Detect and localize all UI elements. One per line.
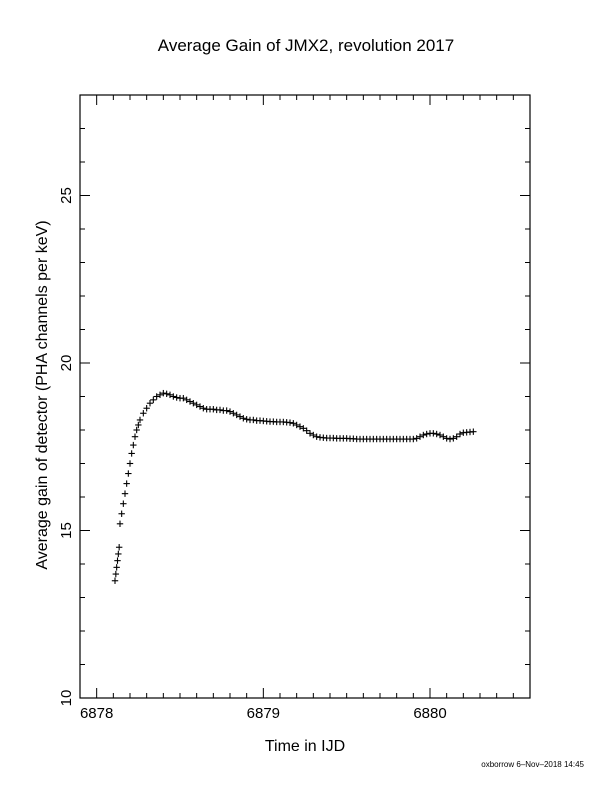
data-point xyxy=(128,450,135,457)
data-point xyxy=(112,570,120,578)
data-point xyxy=(190,400,197,407)
data-point xyxy=(450,435,457,442)
footer-stamp: oxborrow 6–Nov–2018 14:45 xyxy=(481,760,584,769)
data-point xyxy=(160,389,167,397)
data-point xyxy=(216,406,224,414)
data-point xyxy=(226,408,234,415)
data-point xyxy=(286,419,294,426)
data-point xyxy=(163,390,170,398)
data-point xyxy=(156,391,164,399)
data-point xyxy=(135,421,142,429)
data-point xyxy=(111,577,119,584)
data-point xyxy=(131,433,139,440)
data-point xyxy=(423,430,430,438)
data-point xyxy=(456,430,464,438)
data-point xyxy=(230,410,237,417)
data-point xyxy=(453,433,460,440)
data-point xyxy=(306,430,314,437)
data-point xyxy=(313,433,320,440)
data-point xyxy=(303,427,310,434)
data-point xyxy=(116,520,124,527)
data-point xyxy=(293,421,300,429)
data-point xyxy=(115,550,122,558)
data-point xyxy=(440,433,447,440)
data-points xyxy=(111,389,477,584)
data-point xyxy=(240,415,247,422)
data-point xyxy=(126,460,134,467)
data-point xyxy=(140,410,147,417)
data-point xyxy=(133,426,140,434)
data-point xyxy=(416,433,424,440)
data-point xyxy=(130,441,137,449)
data-point xyxy=(250,416,257,424)
data-point xyxy=(183,396,190,404)
data-point xyxy=(125,470,132,477)
x-tick-label: 6880 xyxy=(413,705,446,722)
data-point xyxy=(150,396,157,404)
x-tick-label: 6878 xyxy=(80,705,113,722)
data-point xyxy=(166,391,174,399)
data-point xyxy=(420,431,427,439)
data-point xyxy=(143,405,150,412)
data-point xyxy=(173,394,180,401)
plot-frame xyxy=(79,94,531,699)
data-point xyxy=(410,435,417,443)
data-point xyxy=(193,401,200,409)
data-point xyxy=(123,480,130,487)
data-point xyxy=(146,400,154,407)
data-point xyxy=(443,435,450,442)
data-point xyxy=(413,435,420,442)
data-point xyxy=(114,557,121,564)
data-point xyxy=(233,411,240,419)
data-point xyxy=(120,500,127,507)
data-point xyxy=(310,431,317,439)
data-point xyxy=(430,430,437,437)
data-point xyxy=(446,435,454,443)
axis-tick-labels: 6878 6879 6880 10 15 20 25 xyxy=(58,187,447,722)
data-point xyxy=(223,407,230,414)
data-point xyxy=(210,406,217,413)
data-point xyxy=(113,564,120,571)
data-point xyxy=(115,544,123,551)
axis-ticks xyxy=(79,94,531,699)
data-point xyxy=(200,405,207,412)
x-tick-label: 6879 xyxy=(247,705,280,722)
chart-title: Average Gain of JMX2, revolution 2017 xyxy=(157,36,455,55)
data-point xyxy=(470,428,477,435)
data-point xyxy=(180,394,187,402)
data-point xyxy=(296,423,304,430)
y-tick-label: 15 xyxy=(58,522,75,539)
data-point xyxy=(170,393,177,400)
data-point xyxy=(118,510,125,517)
data-point xyxy=(300,425,307,432)
data-point xyxy=(290,420,297,427)
data-point xyxy=(433,430,440,438)
x-axis-label: Time in IJD xyxy=(264,738,346,755)
y-tick-label: 20 xyxy=(58,355,75,372)
y-tick-label: 10 xyxy=(58,690,75,707)
data-point xyxy=(153,393,160,400)
data-point xyxy=(136,416,144,424)
data-point xyxy=(436,431,444,439)
data-point xyxy=(236,413,244,420)
data-point xyxy=(121,490,129,497)
data-point xyxy=(196,403,204,410)
data-point xyxy=(186,398,194,405)
y-axis-label: Average gain of detector (PHA channels p… xyxy=(34,220,51,570)
data-point xyxy=(243,416,250,423)
y-tick-label: 25 xyxy=(58,187,75,204)
